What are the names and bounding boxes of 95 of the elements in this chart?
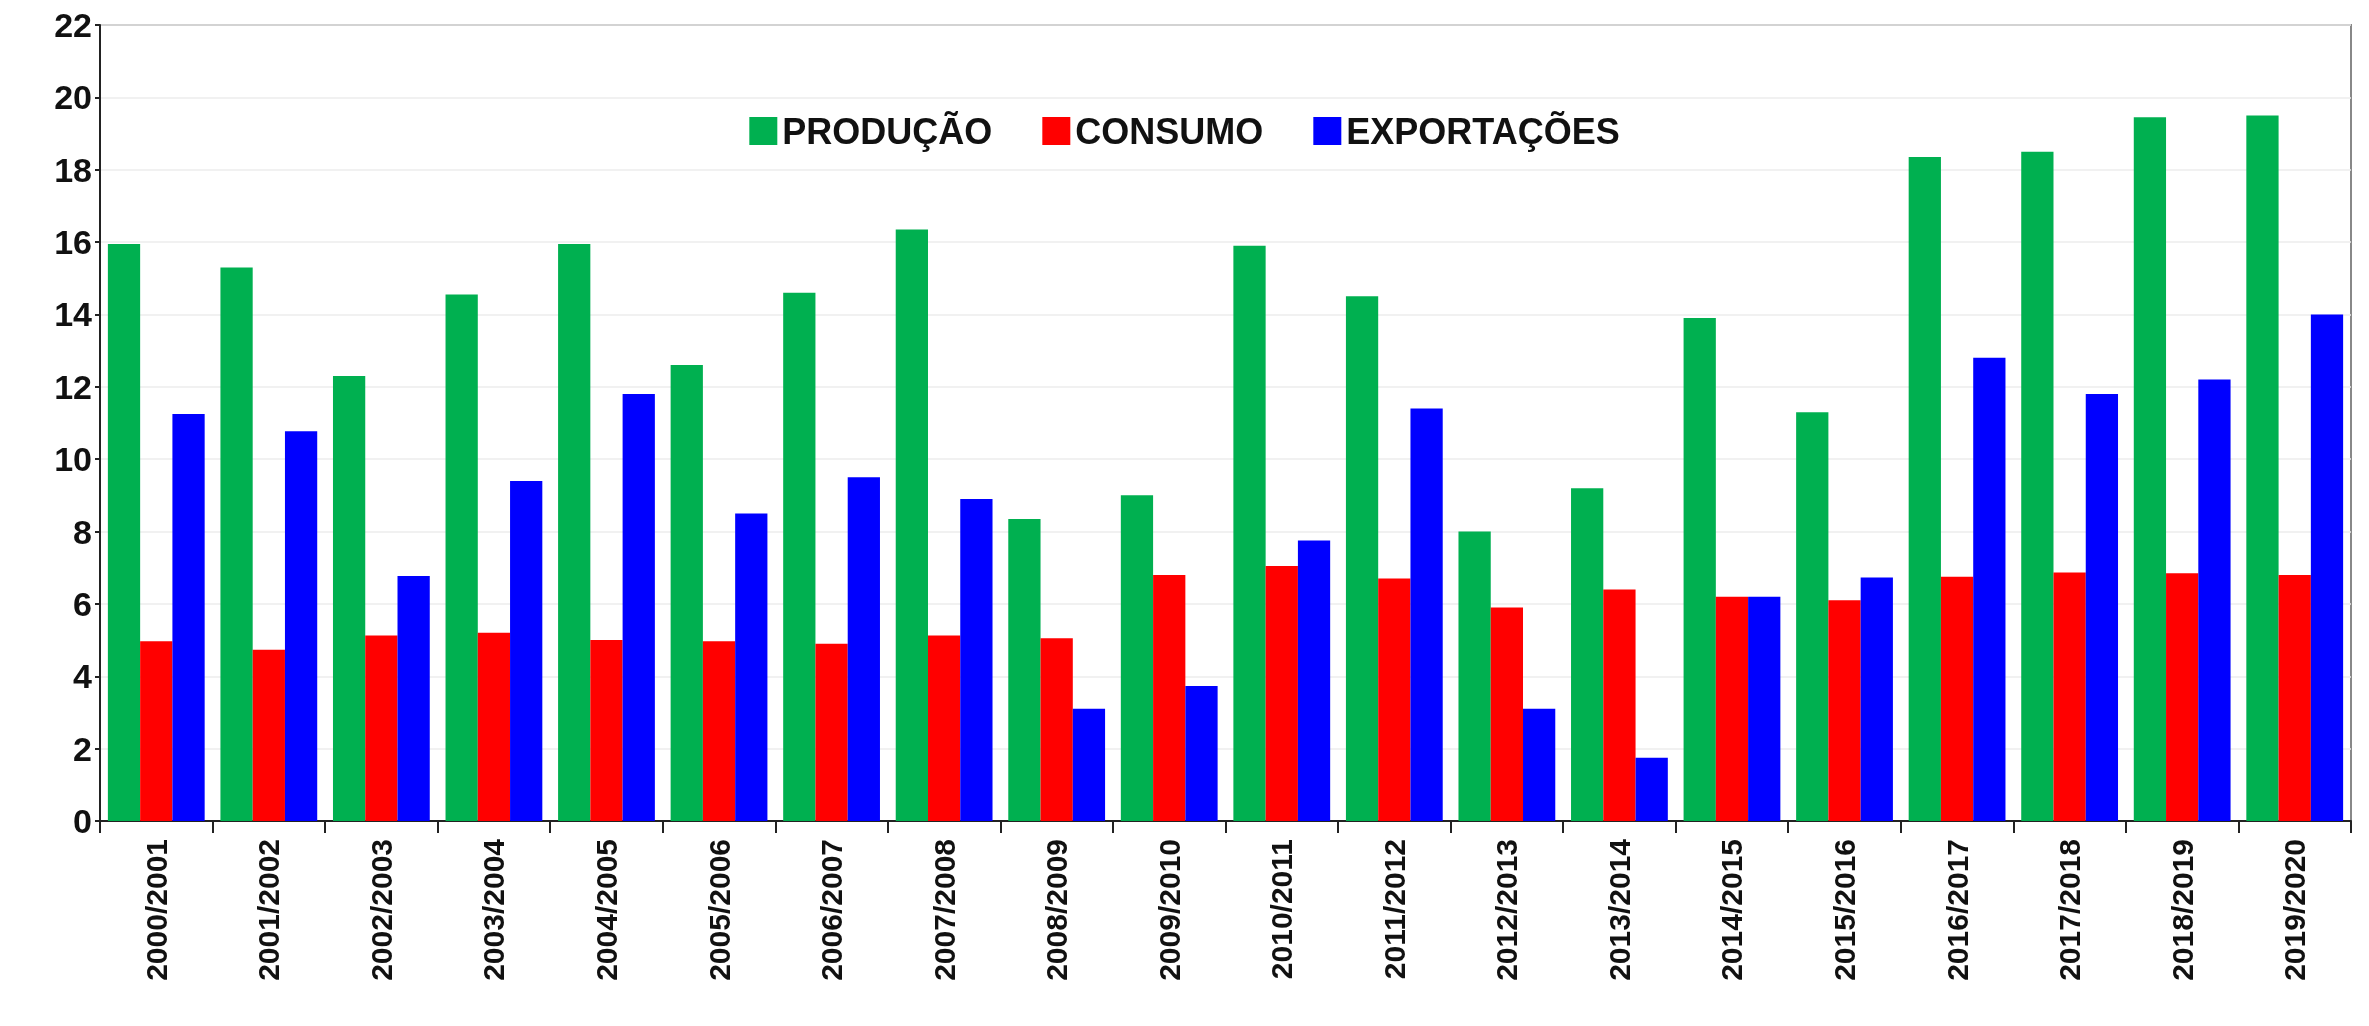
x-tick-label: 2006/2007: [815, 839, 849, 981]
x-tick-label: 2003/2004: [477, 838, 511, 981]
y-tick-label: 0: [73, 802, 92, 840]
x-tick-label: 2013/2014: [1602, 838, 1636, 981]
y-tick-label: 10: [54, 440, 92, 479]
bar: [397, 576, 430, 821]
legend-label: PRODUÇÃO: [782, 109, 993, 152]
x-tick-label: 2012/2013: [1490, 839, 1524, 981]
bar: [332, 375, 366, 821]
x-tick-label: 2008/2009: [1040, 839, 1074, 981]
legend-label: CONSUMO: [1075, 110, 1264, 152]
bar: [622, 394, 655, 821]
bar: [2133, 117, 2167, 821]
x-tick-label: 2001/2002: [252, 839, 286, 981]
legend-label: EXPORTAÇÕES: [1346, 109, 1620, 152]
x-tick-label: 2002/2003: [364, 839, 398, 981]
x-tick-label: 2014/2015: [1715, 839, 1749, 981]
bar: [1828, 600, 1861, 821]
x-tick-label: 2017/2018: [2053, 839, 2087, 981]
bar: [1297, 540, 1331, 821]
x-tick-label: 2019/2020: [2278, 839, 2312, 981]
bar: [670, 365, 703, 821]
bar: [783, 292, 816, 821]
y-tick-label: 14: [54, 295, 93, 334]
bar: [1860, 577, 1893, 821]
bar: [107, 243, 141, 821]
x-tick-label: 2011/2012: [1377, 839, 1411, 980]
bar: [2310, 314, 2344, 821]
bar: [140, 641, 173, 821]
bar: [1120, 495, 1154, 821]
bar: [1715, 596, 1749, 821]
bar: [2053, 572, 2086, 821]
y-tick-label: 6: [73, 584, 92, 623]
y-tick-label: 16: [54, 223, 92, 262]
bar: [847, 477, 880, 821]
bar: [2246, 115, 2279, 821]
bar: [895, 229, 928, 821]
x-tick-label: 2010/2011: [1265, 839, 1299, 980]
bar: [1683, 318, 1716, 821]
bar: [2198, 379, 2231, 821]
bar: [1973, 357, 2006, 821]
bar: [1940, 576, 1974, 821]
bar: [2085, 394, 2119, 821]
bar: [927, 635, 961, 821]
bar: [2166, 573, 2199, 821]
bar: [252, 649, 285, 821]
bar: [2021, 151, 2054, 821]
bar: [1072, 708, 1106, 821]
y-tick-label: 4: [73, 657, 93, 696]
bar: [1908, 157, 1941, 821]
bar: [1153, 574, 1186, 821]
bar: [1378, 578, 1411, 821]
bar: [477, 632, 511, 821]
bar: [1603, 589, 1636, 821]
bar: [172, 413, 205, 821]
y-tick-label: 18: [54, 150, 92, 189]
y-tick-label: 22: [54, 6, 92, 44]
bar: [1040, 638, 1073, 821]
bar: [510, 480, 543, 821]
bar: [702, 641, 736, 821]
bar: [1008, 518, 1041, 821]
bar: [1345, 296, 1379, 821]
bar: [815, 643, 848, 821]
x-tick-label: 2004/2005: [589, 839, 623, 981]
bar: [220, 267, 253, 821]
bar: [1265, 565, 1298, 821]
bar: [284, 431, 318, 821]
y-tick-label: 12: [54, 367, 92, 406]
bar: [1523, 708, 1556, 821]
bar: [1490, 607, 1524, 821]
x-tick-label: 2018/2019: [2165, 839, 2199, 981]
x-tick-label: 2000/2001: [139, 839, 173, 981]
bar: [1233, 245, 1266, 821]
bar: [558, 243, 591, 821]
bar: [445, 294, 478, 821]
x-tick-label: 2009/2010: [1152, 839, 1186, 981]
bar: [1796, 412, 1829, 821]
x-tick-label: 2007/2008: [927, 839, 961, 981]
y-tick-label: 20: [54, 78, 92, 117]
x-tick-label: 2015/2016: [1828, 839, 1862, 981]
y-tick-label: 8: [73, 512, 92, 551]
bar: [1410, 408, 1443, 821]
y-tick-label: 2: [73, 729, 92, 768]
bar: [960, 498, 993, 821]
x-tick-label: 2016/2017: [1940, 839, 1974, 981]
bar: [1458, 531, 1491, 821]
bar: [1635, 757, 1668, 821]
bar: [2278, 574, 2311, 821]
bar: [735, 513, 768, 821]
bar: [1185, 686, 1218, 821]
bar: [365, 635, 398, 821]
bar: [590, 640, 623, 821]
bar: [1571, 488, 1604, 821]
bar: [1748, 596, 1781, 821]
x-tick-label: 2005/2006: [702, 839, 736, 981]
